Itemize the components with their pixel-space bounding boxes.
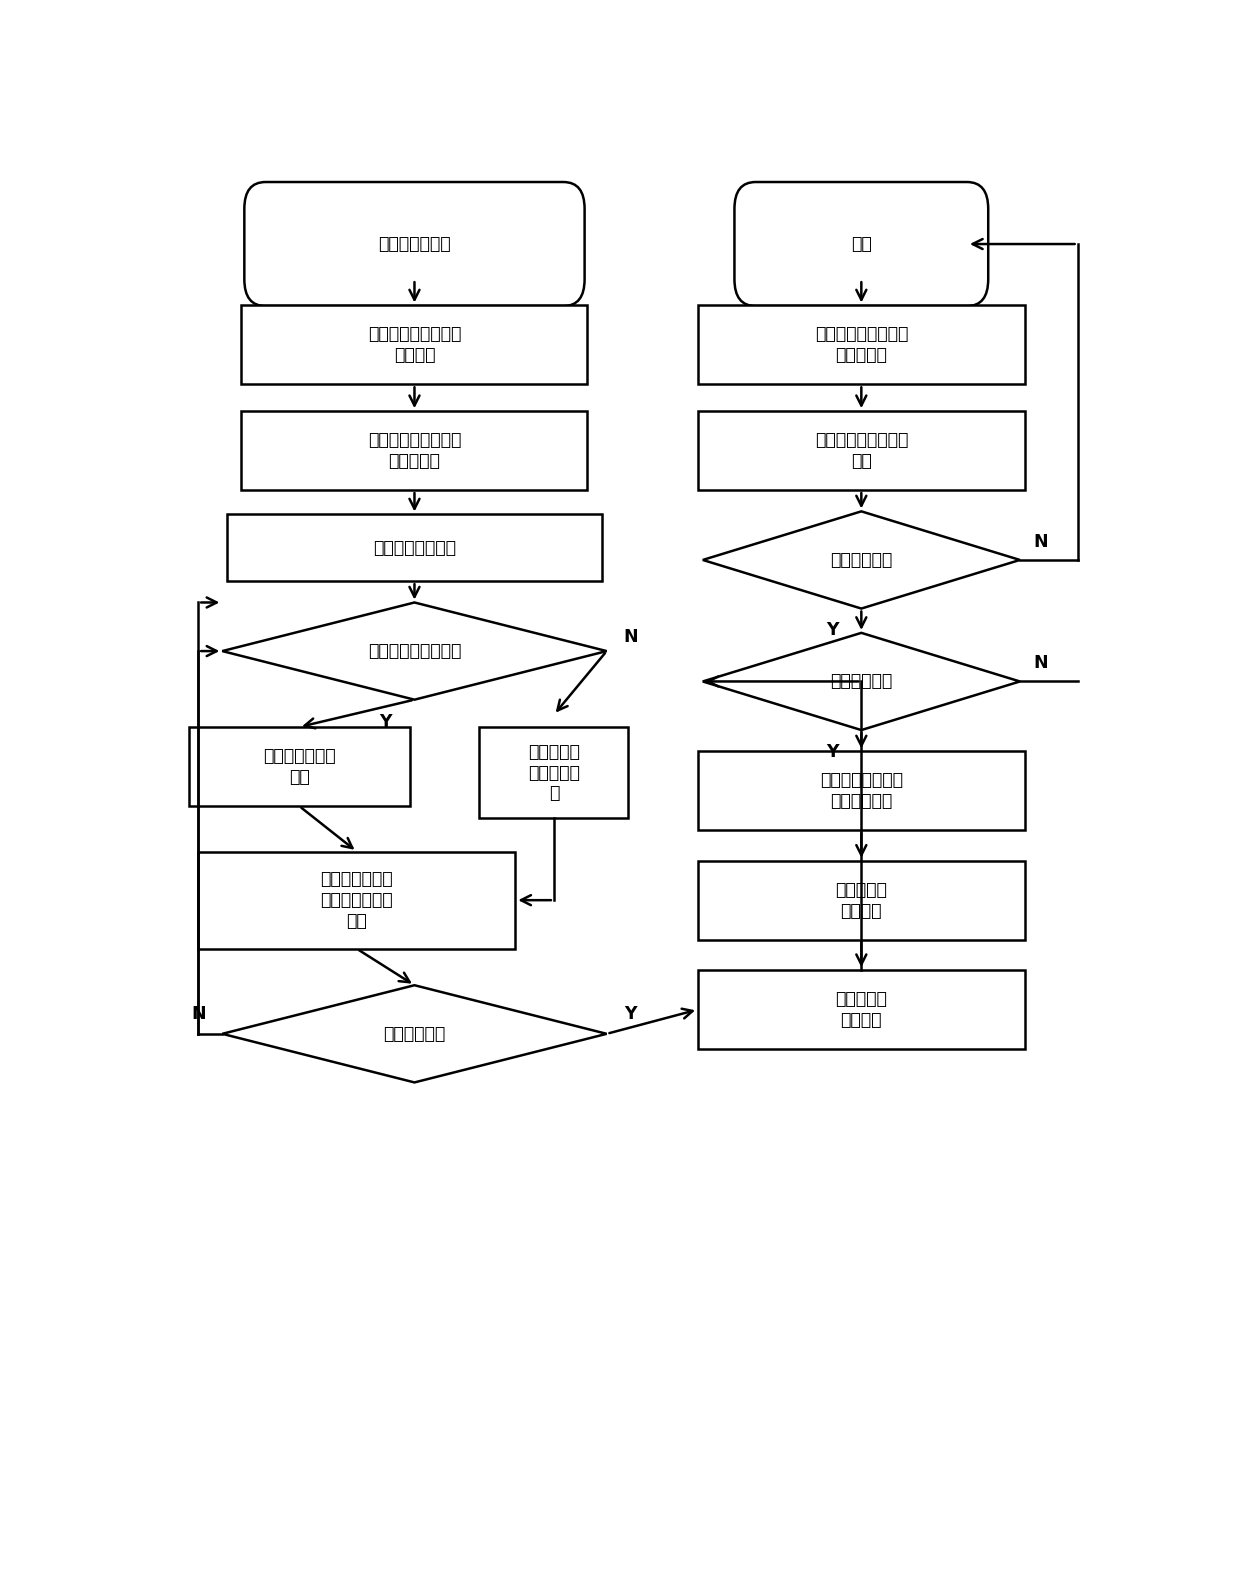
Text: 前置遥信定义表填
入通道及点号: 前置遥信定义表填 入通道及点号 <box>820 772 903 810</box>
Text: 设备表是否自带遥测: 设备表是否自带遥测 <box>368 642 461 660</box>
Bar <box>698 970 1024 1049</box>
Text: 遥信定义表设置可以
遥控: 遥信定义表设置可以 遥控 <box>815 431 908 470</box>
Text: 是否队列底部: 是否队列底部 <box>383 1024 445 1043</box>
Bar <box>698 412 1024 491</box>
Text: 遥控关系表填入点号
及遥控方式: 遥控关系表填入点号 及遥控方式 <box>815 325 908 365</box>
Text: Y: Y <box>625 1005 637 1024</box>
Text: 遍历遥测类型列表: 遍历遥测类型列表 <box>373 538 456 557</box>
Text: Y: Y <box>826 743 838 761</box>
Text: 前置遥测定义填
入通道及点号、
系数: 前置遥测定义填 入通道及点号、 系数 <box>320 871 393 929</box>
Text: 遍历保护类
型节点表: 遍历保护类 型节点表 <box>836 989 888 1029</box>
Text: 生成测点遥
测定义表记
录: 生成测点遥 测定义表记 录 <box>528 743 580 802</box>
Bar <box>698 306 1024 385</box>
Bar <box>188 727 409 806</box>
Bar <box>242 306 588 385</box>
FancyBboxPatch shape <box>734 181 988 306</box>
Text: 遥信定义表生成开关
遥信记录: 遥信定义表生成开关 遥信记录 <box>368 325 461 365</box>
Text: 结束: 结束 <box>851 235 872 252</box>
Bar <box>698 860 1024 939</box>
Text: 信息表自动生成: 信息表自动生成 <box>378 235 451 252</box>
Text: 前置遥信定义表填入
通道及点号: 前置遥信定义表填入 通道及点号 <box>368 431 461 470</box>
Text: 生成保护节
点表记录: 生成保护节 点表记录 <box>836 881 888 920</box>
Polygon shape <box>703 511 1019 609</box>
Polygon shape <box>222 603 606 699</box>
Text: N: N <box>1034 533 1048 551</box>
Text: N: N <box>1034 655 1048 672</box>
Polygon shape <box>703 633 1019 731</box>
Text: 是否队列底部: 是否队列底部 <box>831 672 893 691</box>
Bar <box>480 727 629 817</box>
Text: 是否生成遥控: 是否生成遥控 <box>831 551 893 570</box>
Text: N: N <box>624 628 639 645</box>
Bar <box>698 751 1024 830</box>
Text: Y: Y <box>826 622 838 639</box>
Bar <box>242 412 588 491</box>
Polygon shape <box>222 985 606 1083</box>
FancyBboxPatch shape <box>244 181 584 306</box>
Bar <box>227 514 601 581</box>
Text: 生成遥测定义表
记录: 生成遥测定义表 记录 <box>263 746 336 786</box>
Bar <box>198 852 516 948</box>
Text: N: N <box>191 1005 206 1024</box>
Text: Y: Y <box>379 713 392 731</box>
